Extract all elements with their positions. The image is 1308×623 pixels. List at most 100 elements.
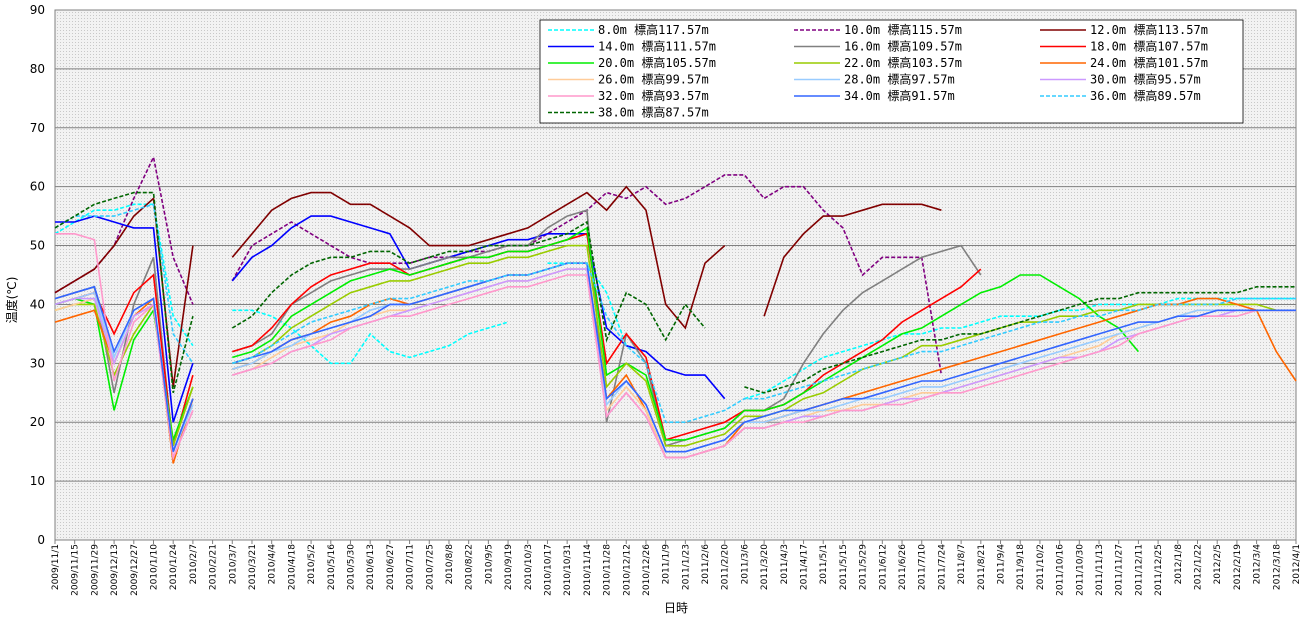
legend-label: 38.0m 標高87.57m: [598, 105, 709, 120]
x-tick-label: 2010/2/7: [189, 544, 199, 584]
y-tick-label: 70: [30, 121, 45, 135]
x-tick-label: 2010/10/3: [524, 544, 534, 590]
y-tick-label: 40: [30, 297, 45, 311]
x-tick-label: 2010/3/7: [228, 544, 238, 584]
y-tick-label: 0: [37, 533, 45, 547]
legend-label: 36.0m 標高89.57m: [1090, 88, 1201, 103]
x-tick-label: 2009/11/15: [71, 544, 81, 596]
x-tick-label: 2010/5/30: [346, 544, 356, 590]
x-tick-label: 2011/5/15: [839, 544, 849, 590]
y-tick-label: 20: [30, 415, 45, 429]
legend-label: 30.0m 標高95.57m: [1090, 72, 1201, 87]
legend-label: 18.0m 標高107.57m: [1090, 39, 1208, 54]
x-tick-label: 2011/3/20: [760, 544, 770, 590]
x-tick-label: 2012/1/22: [1194, 544, 1204, 590]
x-tick-label: 2011/2/6: [701, 544, 711, 585]
series-line: [232, 209, 982, 447]
x-tick-label: 2009/11/29: [90, 544, 100, 596]
x-tick-label: 2010/5/16: [327, 544, 337, 590]
series-line: [763, 203, 942, 317]
x-tick-label: 2010/8/8: [445, 544, 455, 585]
x-tick-label: 2010/4/18: [287, 544, 297, 590]
x-tick-label: 2010/9/5: [484, 544, 494, 584]
series-line: [54, 203, 194, 364]
x-tick-label: 2010/12/26: [642, 544, 652, 596]
x-tick-label: 2012/3/4: [1253, 544, 1263, 585]
x-tick-label: 2011/11/13: [1095, 544, 1105, 596]
x-tick-label: 2011/10/16: [1056, 544, 1066, 596]
x-tick-label: 2011/12/11: [1134, 544, 1144, 596]
y-tick-label: 30: [30, 356, 45, 370]
x-tick-label: 2012/2/19: [1233, 544, 1243, 590]
x-tick-label: 2010/10/17: [543, 544, 553, 596]
x-tick-label: 2012/3/18: [1272, 544, 1282, 590]
x-tick-label: 2010/6/13: [366, 544, 376, 590]
x-tick-label: 2011/3/6: [740, 544, 750, 585]
legend-label: 34.0m 標高91.57m: [844, 88, 955, 103]
y-tick-label: 80: [30, 62, 45, 76]
x-tick-label: 2010/1/24: [169, 544, 179, 590]
x-tick-label: 2011/1/9: [662, 544, 672, 585]
x-tick-label: 2011/7/10: [918, 544, 928, 590]
x-tick-label: 2010/5/2: [307, 544, 317, 584]
series-line: [232, 262, 1296, 423]
legend-label: 16.0m 標高109.57m: [844, 39, 962, 54]
x-tick-label: 2012/1/8: [1174, 544, 1184, 585]
x-tick-label: 2011/5/29: [859, 544, 869, 590]
legend-label: 14.0m 標高111.57m: [598, 39, 716, 54]
x-tick-label: 2012/2/5: [1213, 544, 1223, 584]
series-line: [231, 220, 706, 343]
legend-label: 32.0m 標高93.57m: [598, 88, 709, 103]
legend-label: 20.0m 標高105.57m: [598, 55, 716, 70]
x-tick-label: 2011/5/1: [819, 544, 829, 584]
x-tick-label: 2011/11/27: [1115, 544, 1125, 596]
x-tick-label: 2010/3/21: [248, 544, 258, 590]
x-tick-label: 2012/4/1: [1292, 544, 1302, 584]
series-line: [55, 215, 194, 423]
series-line: [232, 274, 1296, 459]
x-tick-label: 2010/6/27: [386, 544, 396, 590]
y-axis-label: 温度(℃): [4, 277, 19, 324]
x-tick-label: 2011/10/30: [1075, 544, 1085, 596]
x-tick-label: 2011/12/25: [1154, 544, 1164, 596]
legend-label: 10.0m 標高115.57m: [844, 22, 962, 37]
x-tick-label: 2011/8/21: [977, 544, 987, 590]
series-line: [744, 286, 1296, 394]
series-line: [232, 232, 982, 441]
x-axis-label: 日時: [664, 601, 688, 615]
x-tick-label: 2011/9/18: [1016, 544, 1026, 590]
x-tick-label: 2010/4/4: [268, 544, 278, 585]
legend-label: 26.0m 標高99.57m: [598, 72, 709, 87]
legend-label: 12.0m 標高113.57m: [1090, 22, 1208, 37]
x-tick-label: 2010/8/22: [465, 544, 475, 590]
x-tick-label: 2011/10/2: [1036, 544, 1046, 590]
x-tick-label: 2009/12/27: [130, 544, 140, 596]
legend-label: 28.0m 標高97.57m: [844, 72, 955, 87]
x-tick-label: 2011/8/7: [957, 544, 967, 584]
legend-label: 22.0m 標高103.57m: [844, 55, 962, 70]
x-tick-label: 2011/1/23: [681, 544, 691, 590]
x-tick-label: 2010/11/28: [603, 544, 613, 596]
x-tick-label: 2011/7/24: [937, 544, 947, 590]
y-tick-label: 60: [30, 180, 45, 194]
legend-label: 24.0m 標高101.57m: [1090, 55, 1208, 70]
x-tick-label: 2011/6/12: [878, 544, 888, 590]
x-tick-label: 2009/11/1: [51, 544, 61, 590]
y-tick-label: 50: [30, 239, 45, 253]
series-line: [232, 262, 1296, 453]
x-tick-label: 2009/12/13: [110, 544, 120, 596]
x-tick-label: 2010/10/31: [563, 544, 573, 596]
x-tick-label: 2011/4/17: [800, 544, 810, 590]
x-tick-label: 2010/9/19: [504, 544, 514, 590]
y-tick-label: 90: [30, 3, 45, 17]
x-tick-label: 2010/12/12: [622, 544, 632, 596]
series-line: [232, 226, 1140, 441]
legend-box: [539, 19, 1244, 124]
x-tick-label: 2010/2/21: [209, 544, 219, 590]
series-line: [54, 191, 194, 393]
series-line: [54, 203, 194, 347]
series-line: [232, 309, 509, 365]
x-tick-label: 2011/9/4: [997, 544, 1007, 585]
x-tick-label: 2011/6/26: [898, 544, 908, 590]
